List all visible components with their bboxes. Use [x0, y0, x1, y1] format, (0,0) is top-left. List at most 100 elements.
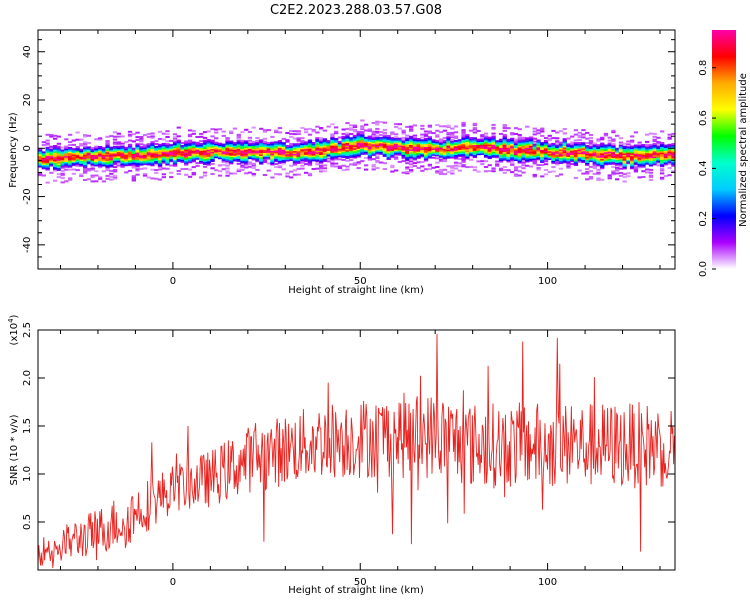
spectrogram-cell [292, 133, 298, 136]
spectrogram-cell [438, 155, 444, 158]
spectrogram-cell [562, 148, 567, 151]
spectrogram-cell [244, 144, 249, 147]
spectrogram-cell [577, 139, 582, 142]
spectrogram-cell [525, 147, 530, 150]
spectrogram-cell [536, 151, 541, 154]
spectrogram-cell [364, 148, 369, 151]
spectrogram-cell [555, 144, 560, 147]
figure-title: C2E2.2023.288.03.57.G08 [270, 3, 442, 18]
spectrogram-cell [438, 158, 444, 161]
spectrogram-cell [259, 162, 264, 165]
spectrogram-cell [150, 177, 155, 180]
spectrogram-cell [296, 156, 301, 159]
spectrogram-cell [176, 158, 181, 161]
spectrogram-cell [573, 149, 579, 152]
spectrogram-cell [603, 147, 609, 150]
spectrogram-cell [495, 153, 500, 156]
spectrogram-cell [41, 174, 46, 177]
spectrogram-cell [562, 139, 567, 142]
spectrogram-cell [229, 149, 234, 152]
spectrogram-cell [240, 152, 245, 155]
spectrogram-cell [401, 136, 406, 139]
spectrogram-cell [142, 144, 148, 147]
spectrogram-cell [615, 158, 620, 160]
spectrogram-cell [334, 149, 339, 152]
spectrogram-cell [472, 141, 477, 144]
spectrogram-cell [476, 145, 481, 148]
spectrogram-cell [281, 145, 286, 148]
spectrogram-cell [364, 141, 369, 144]
spectrogram-cell [334, 152, 339, 155]
spectrogram-cell [600, 162, 605, 165]
spectrogram-cell [68, 165, 73, 168]
spectrogram-cell [330, 146, 335, 149]
spectrogram-cell [139, 147, 144, 150]
spectrogram-cell [416, 138, 421, 140]
spectrogram-cell [547, 150, 552, 153]
spectrogram-cell [626, 143, 631, 146]
spectrogram-cell [371, 133, 376, 136]
spectrogram-cell [116, 147, 121, 150]
spectrogram-cell [180, 168, 185, 171]
spectrogram-cell [277, 140, 283, 143]
spectrogram-cell [420, 155, 425, 158]
spectrogram-cell [262, 145, 268, 148]
spectrogram-cell [491, 136, 496, 139]
spectrogram-cell [468, 154, 474, 157]
spectrogram-cell [315, 159, 320, 161]
spectrogram-cell [603, 146, 609, 148]
spectrogram-cell [517, 152, 522, 155]
spectrogram-cell [240, 150, 245, 152]
spectrogram-cell [607, 146, 612, 149]
spectrogram-cell [154, 159, 159, 161]
spectrogram-cell [157, 151, 163, 153]
spectrogram-cell [438, 139, 444, 142]
spectrogram-cell [49, 157, 54, 160]
spectrogram-cell [109, 148, 114, 151]
spectrogram-cell [581, 148, 586, 150]
spectrogram-cell [191, 171, 196, 174]
spectrogram-cell [502, 141, 507, 144]
spectrogram-cell [356, 145, 361, 148]
spectrogram-cell [236, 152, 241, 155]
spectrogram-cell [75, 150, 80, 153]
spectrogram-cell [247, 148, 253, 151]
spectrogram-cell [382, 168, 387, 170]
y-tick-label: 1.5 [22, 418, 33, 434]
spectrogram-cell [270, 149, 275, 151]
spectrogram-cell [637, 166, 642, 169]
spectrogram-cell [641, 170, 646, 173]
spectrogram-cell [596, 147, 601, 149]
spectrogram-cell [184, 149, 189, 152]
spectrogram-cell [528, 136, 534, 139]
spectrogram-cell [229, 145, 234, 147]
spectrogram-cell [236, 139, 241, 142]
spectrogram-cell [251, 167, 256, 170]
spectrogram-cell [356, 143, 361, 146]
spectrogram-cell [49, 154, 54, 157]
spectrogram-cell [116, 142, 121, 145]
spectrogram-cell [165, 130, 170, 133]
spectrogram-cell [607, 151, 612, 154]
spectrogram-cell [607, 145, 612, 148]
x-tick-label: 100 [538, 577, 557, 588]
spectrogram-cell [491, 145, 496, 148]
spectrogram-cell [300, 127, 305, 129]
spectrogram-cell [555, 131, 560, 134]
spectrogram-cell [176, 148, 181, 151]
spectrogram-cell [262, 130, 268, 133]
spectrogram-cell [457, 162, 462, 165]
spectrogram-cell [127, 151, 133, 154]
spectrogram-cell [165, 162, 170, 164]
spectrogram-cell [420, 124, 425, 127]
spectrogram-cell [191, 154, 196, 157]
spectrogram-cell [236, 146, 241, 149]
spectrogram-cell [345, 165, 350, 168]
spectrogram-cell [521, 151, 526, 154]
spectrogram-cell [49, 171, 54, 174]
spectrogram-cell [592, 158, 597, 161]
spectrogram-cell [262, 137, 268, 140]
spectrogram-cell [562, 141, 567, 144]
spectrogram-cell [199, 156, 204, 159]
spectrogram-cell [266, 155, 271, 158]
